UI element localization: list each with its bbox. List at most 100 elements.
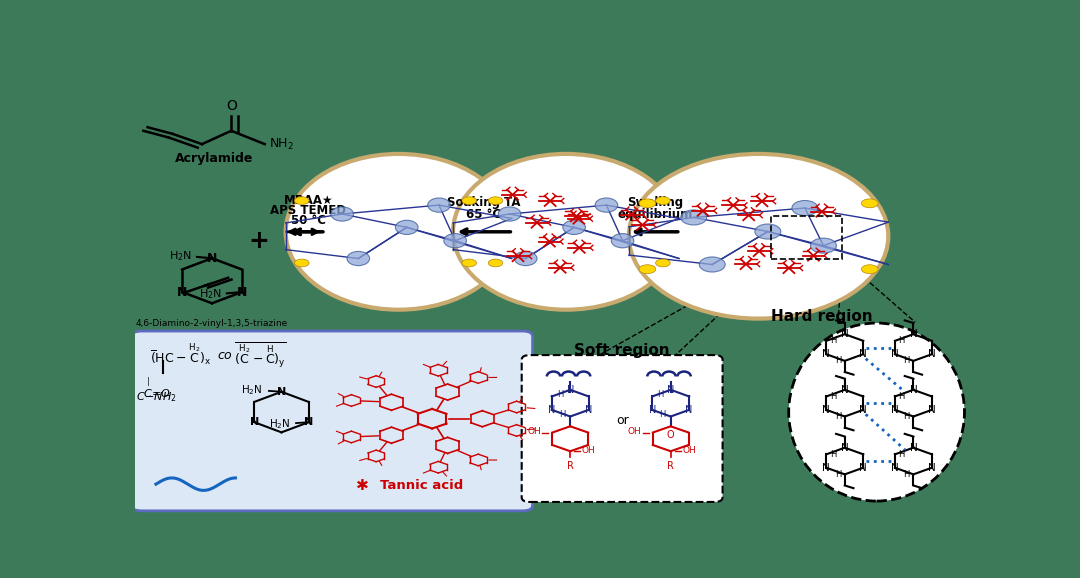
Text: H: H	[899, 336, 905, 345]
Text: N: N	[237, 286, 247, 298]
Text: N: N	[822, 462, 831, 473]
Ellipse shape	[498, 207, 521, 221]
Text: N: N	[303, 417, 313, 427]
Circle shape	[462, 197, 476, 205]
Text: H$_2$N: H$_2$N	[199, 287, 221, 301]
Text: N: N	[928, 349, 935, 359]
Text: N: N	[822, 349, 831, 359]
Text: H$_2$N: H$_2$N	[269, 417, 291, 431]
Text: N: N	[891, 349, 899, 359]
Text: 4,6-Diamino-2-vinyl-1,3,5-triazine: 4,6-Diamino-2-vinyl-1,3,5-triazine	[136, 320, 288, 328]
Circle shape	[295, 197, 309, 205]
Text: Soft region: Soft region	[575, 343, 670, 358]
Text: N: N	[860, 462, 867, 473]
Text: $\mathsf{\overline{(}HC-\overset{H_2}{C}\mathsf{)}_x}$: $\mathsf{\overline{(}HC-\overset{H_2}{C}…	[150, 342, 211, 368]
Text: H$_2$N: H$_2$N	[168, 249, 191, 263]
Ellipse shape	[755, 224, 781, 239]
Ellipse shape	[428, 198, 450, 212]
Text: H: H	[835, 470, 841, 479]
Ellipse shape	[395, 220, 418, 235]
Text: MBAA★: MBAA★	[284, 194, 333, 207]
Text: N: N	[567, 385, 573, 395]
Ellipse shape	[454, 154, 679, 310]
Text: N: N	[667, 385, 674, 395]
Text: N: N	[928, 462, 935, 473]
Text: $\mathsf{\overline{(\overset{H_2}{C}-\overset{H}{C}\mathsf{)}_y}}$: $\mathsf{\overline{(\overset{H_2}{C}-\ov…	[233, 340, 286, 370]
Text: N: N	[206, 252, 217, 265]
Text: $\overset{|}{C}\!=\!O$: $\overset{|}{C}\!=\!O$	[143, 376, 171, 401]
Text: OH: OH	[627, 427, 642, 436]
Text: $C\!-\!NH_2$: $C\!-\!NH_2$	[136, 391, 177, 405]
Text: H: H	[829, 450, 836, 459]
Text: H: H	[558, 410, 565, 419]
Circle shape	[462, 259, 476, 267]
Text: APS TEMED: APS TEMED	[270, 204, 347, 217]
Text: H$_2$N: H$_2$N	[242, 383, 262, 397]
Text: O: O	[666, 430, 675, 440]
Text: H: H	[835, 357, 841, 365]
Text: H: H	[835, 412, 841, 421]
Ellipse shape	[285, 154, 512, 310]
Circle shape	[656, 259, 671, 267]
Text: H: H	[904, 357, 910, 365]
Circle shape	[656, 197, 671, 205]
Circle shape	[488, 197, 503, 205]
Text: R: R	[567, 461, 573, 471]
Ellipse shape	[595, 198, 618, 212]
Text: NH$_2$: NH$_2$	[269, 136, 294, 151]
Text: H: H	[904, 412, 910, 421]
Circle shape	[295, 259, 309, 267]
Ellipse shape	[792, 201, 818, 216]
Text: N: N	[891, 462, 899, 473]
Circle shape	[488, 259, 503, 267]
Text: N: N	[841, 329, 849, 339]
Ellipse shape	[347, 251, 369, 266]
Text: N: N	[548, 405, 555, 415]
Text: N: N	[585, 405, 593, 415]
Text: Acrylamide: Acrylamide	[175, 152, 254, 165]
Ellipse shape	[699, 257, 725, 272]
Circle shape	[639, 265, 656, 273]
Text: N: N	[891, 405, 899, 415]
Text: Hard region: Hard region	[770, 309, 873, 324]
Text: OH: OH	[683, 446, 696, 455]
Text: OH: OH	[582, 446, 595, 455]
Text: N: N	[822, 405, 831, 415]
Text: H: H	[899, 392, 905, 401]
Text: or: or	[616, 414, 629, 428]
Text: Swelling: Swelling	[627, 197, 684, 209]
Text: N: N	[860, 349, 867, 359]
Text: N: N	[648, 405, 656, 415]
Ellipse shape	[514, 251, 537, 266]
Text: 65 °C: 65 °C	[467, 208, 501, 220]
Text: equilibrium: equilibrium	[618, 208, 693, 220]
Text: H: H	[829, 392, 836, 401]
Text: O: O	[226, 98, 237, 113]
Text: H: H	[557, 390, 564, 399]
Text: H: H	[658, 390, 664, 399]
Text: H: H	[829, 336, 836, 345]
Text: +: +	[248, 229, 269, 253]
Circle shape	[639, 199, 656, 208]
Text: N: N	[276, 387, 286, 397]
Text: N: N	[841, 443, 849, 453]
Text: N: N	[909, 443, 917, 453]
Text: 50 °C: 50 °C	[291, 214, 326, 227]
Text: N: N	[249, 417, 259, 427]
Ellipse shape	[563, 220, 585, 235]
Text: H: H	[659, 410, 665, 419]
Text: N: N	[686, 405, 693, 415]
Ellipse shape	[788, 323, 964, 501]
Ellipse shape	[444, 234, 467, 248]
FancyBboxPatch shape	[522, 355, 723, 502]
Ellipse shape	[680, 210, 706, 225]
Text: N: N	[841, 385, 849, 395]
Text: N: N	[909, 329, 917, 339]
Ellipse shape	[629, 154, 888, 318]
FancyBboxPatch shape	[132, 331, 532, 511]
Text: N: N	[177, 286, 187, 298]
Circle shape	[862, 265, 878, 273]
Text: N: N	[860, 405, 867, 415]
Circle shape	[862, 199, 878, 208]
Ellipse shape	[330, 207, 353, 221]
